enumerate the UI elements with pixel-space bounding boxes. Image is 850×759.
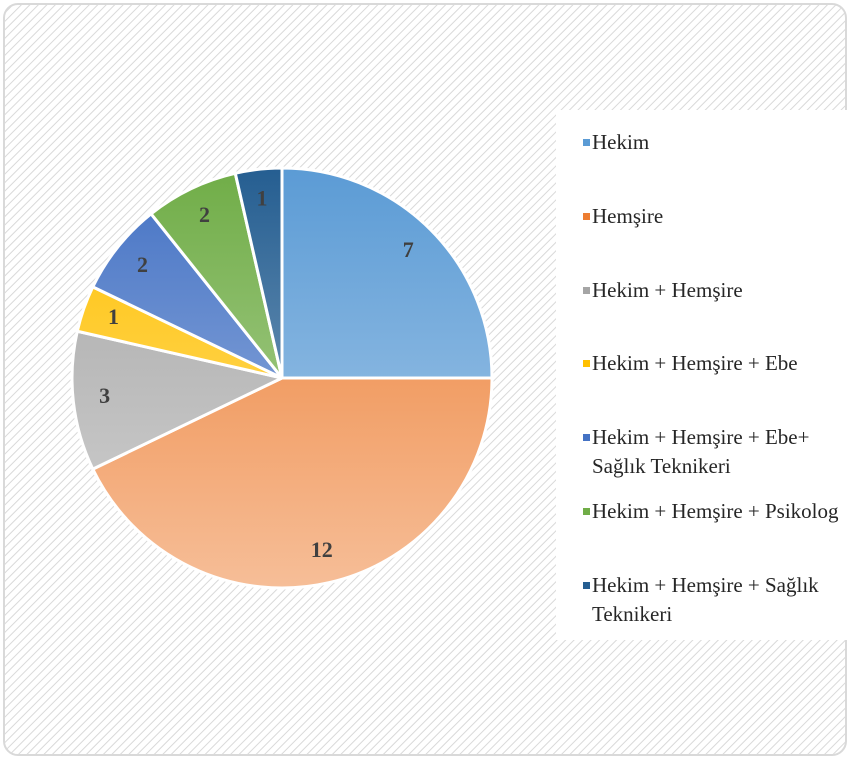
legend-marker [583,508,590,515]
legend: Hekim Hemşire Hekim + Hemşire Hekim + Hemşi… [556,110,850,640]
legend-marker [583,360,590,368]
legend-entry: Hekim + Hemşire + Ebe+ Sağlık Teknikeri [583,423,850,481]
legend-entry: Hemşire [583,202,850,231]
data-label: 1 [108,304,119,329]
data-label: 2 [137,252,148,277]
legend-marker [583,581,590,589]
legend-label: Hekim [592,130,650,154]
legend-label: Hekim + Hemşire + Sağlık Teknikeri [592,572,819,626]
pie-slice [233,166,284,379]
legend-label: Hekim + Hemşire [592,277,743,302]
data-label: 2 [199,202,210,227]
legend-entry: Hekim [583,128,850,157]
legend-marker [583,139,590,146]
data-label: 1 [257,186,268,211]
legend-marker [583,434,590,442]
legend-entry: Hekim + Hemşire + Psikolog [583,497,850,526]
data-label: 3 [99,383,110,408]
legend-label: Hekim + Hemşire + Ebe+ Sağlık Teknikeri [592,425,810,479]
data-label: 12 [311,537,333,562]
legend-label: Hekim + Hemşire + Psikolog [592,499,839,523]
pie-slice [280,166,494,380]
legend-entry: Hekim + Hemşire + Ebe [583,349,850,378]
legend-label: Hekim + Hemşire + Ebe [592,351,798,376]
pie-slice [70,329,287,472]
legend-label: Hemşire [592,203,664,228]
legend-marker [583,212,590,220]
pie-slice [90,376,494,590]
legend-marker [583,286,590,294]
data-label: 7 [403,237,414,262]
legend-entry: Hekim + Hemşire + Sağlık Teknikeri [583,571,850,629]
legend-entry: Hekim + Hemşire [583,276,850,305]
